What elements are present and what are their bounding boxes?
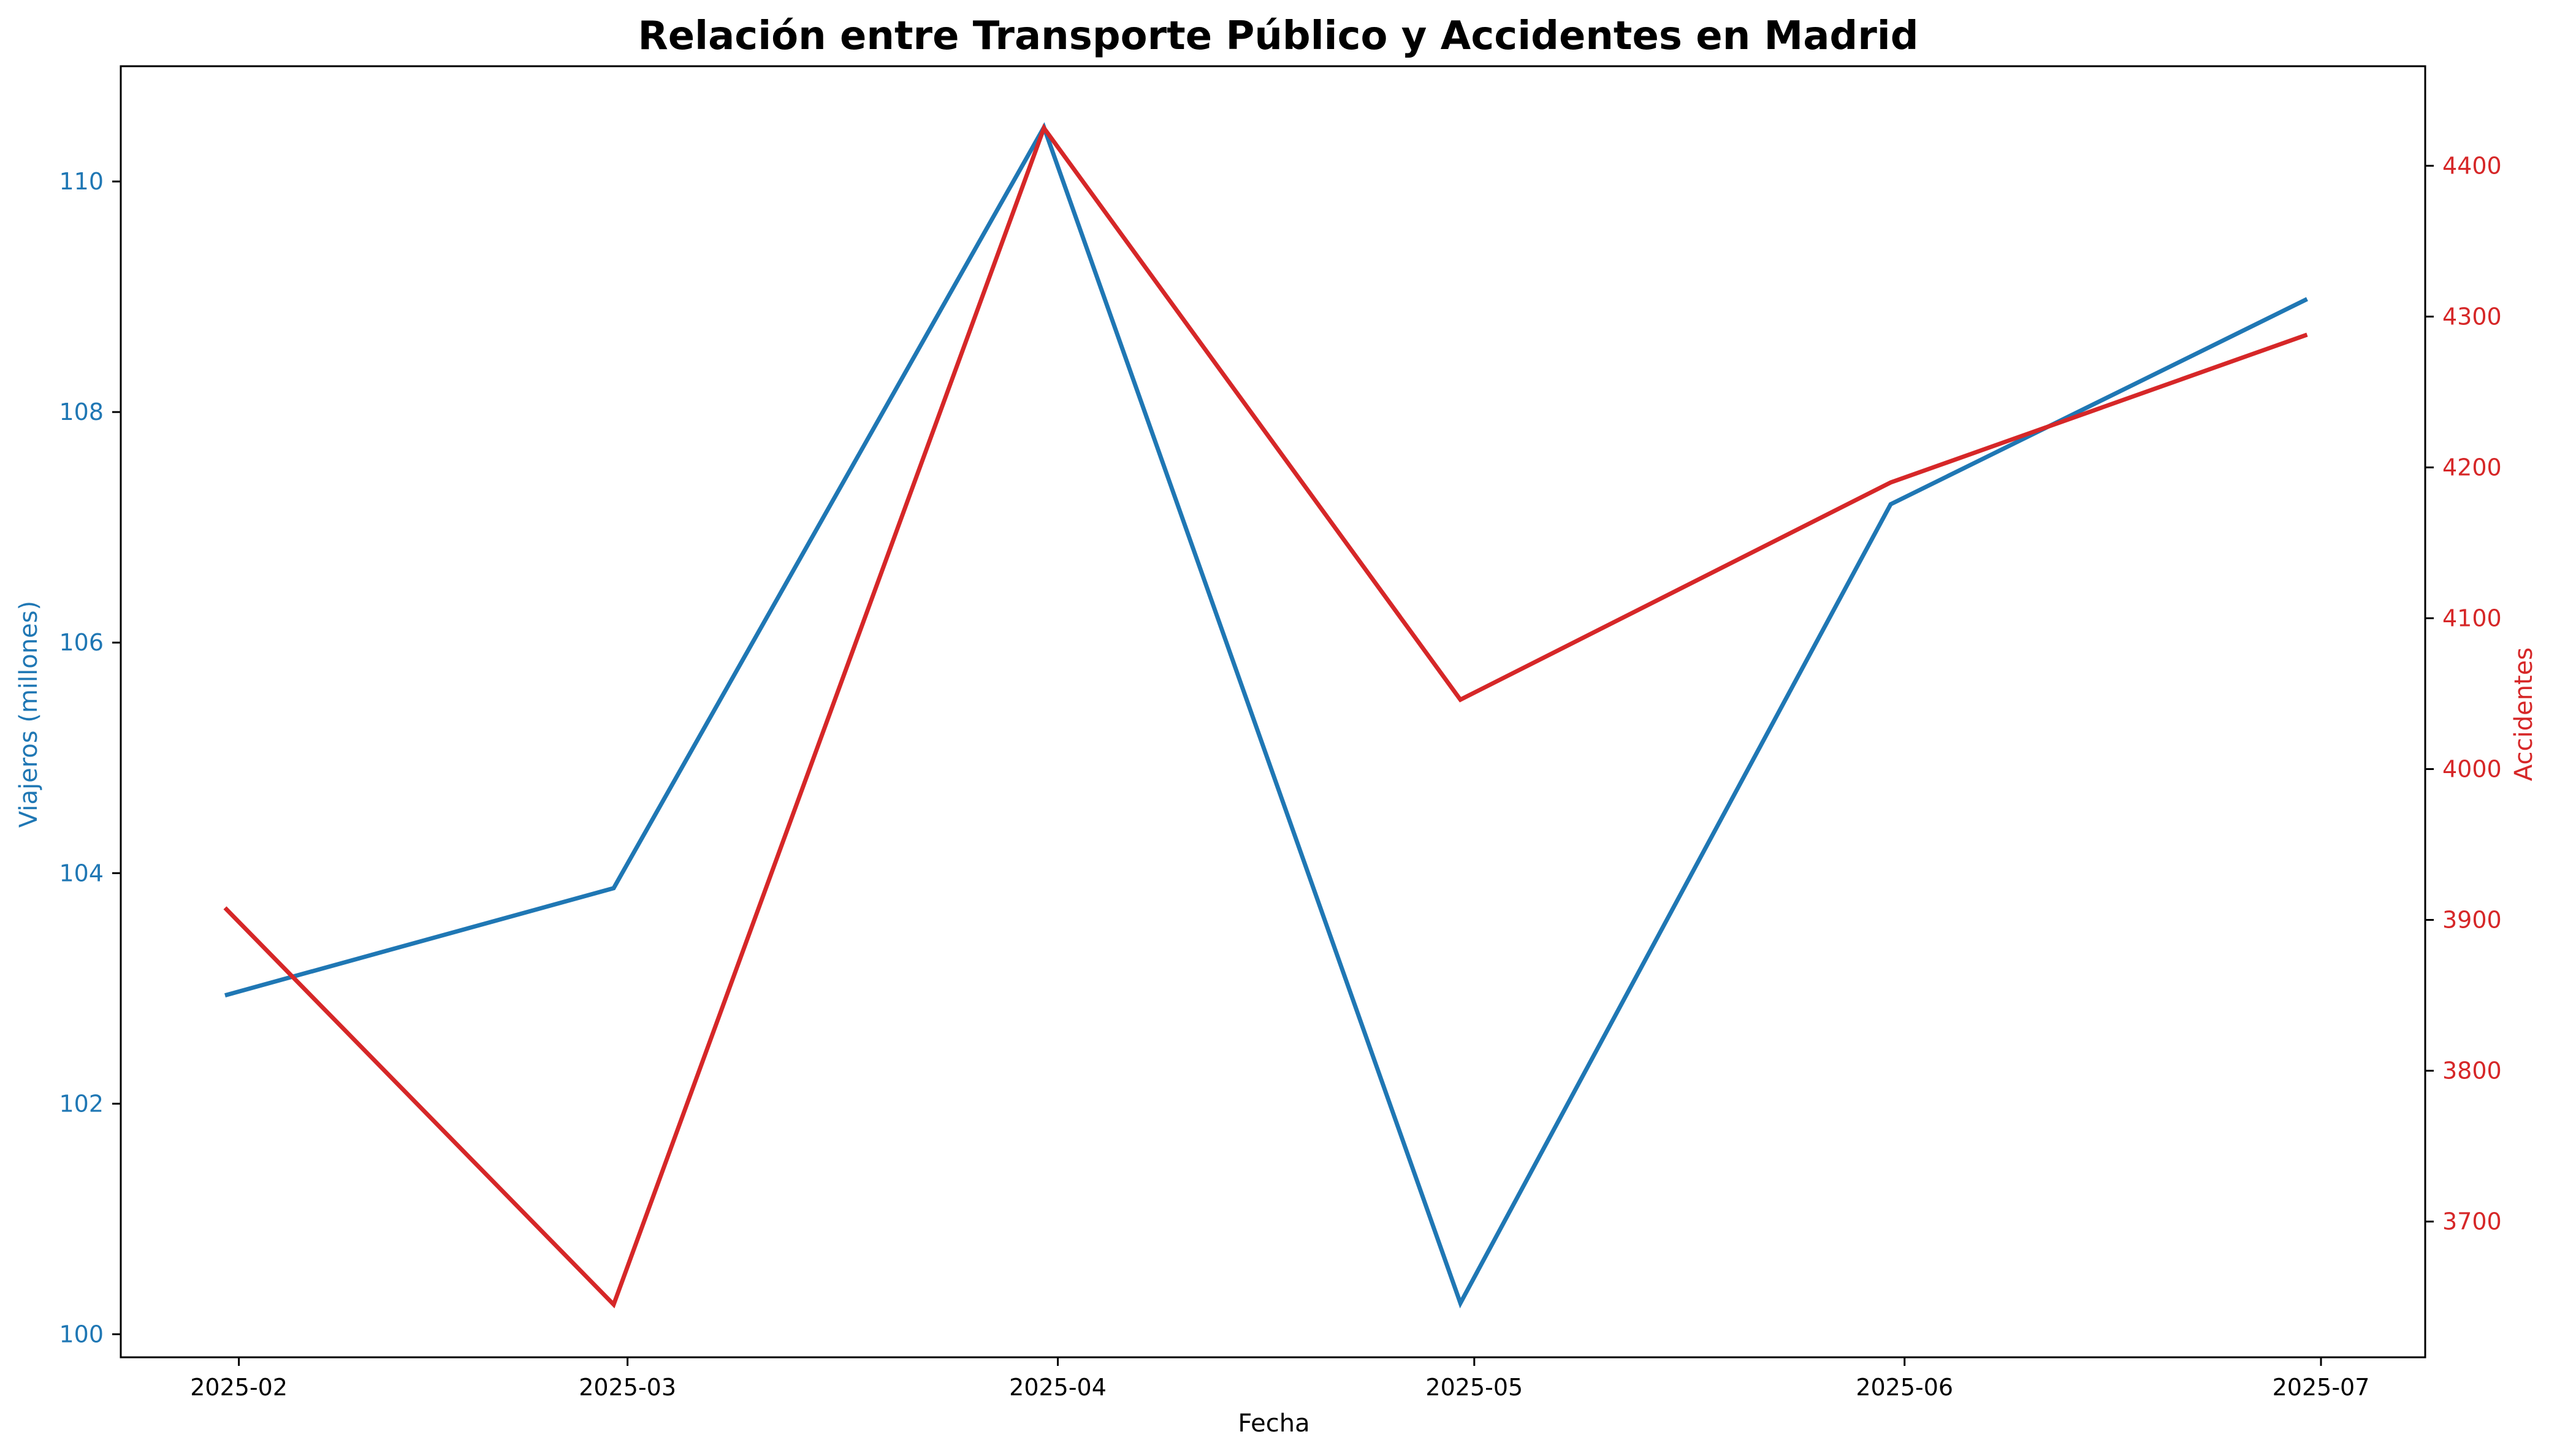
right-axis-label: Accidentes: [2510, 647, 2538, 781]
series-line-accidentes: [223, 123, 2308, 1309]
x-tick-label: 2025-07: [2273, 1374, 2370, 1401]
chart-title: Relación entre Transporte Público y Acci…: [638, 13, 1918, 59]
right-tick-label: 3900: [2442, 907, 2502, 934]
left-tick-label: 108: [59, 398, 104, 425]
series-line-viajeros: [224, 122, 2308, 1309]
left-axis-label: Viajeros (millones): [15, 601, 43, 828]
right-tick-label: 4100: [2442, 604, 2502, 631]
x-tick-label: 2025-04: [1009, 1374, 1107, 1401]
right-tick-label: 3800: [2442, 1058, 2502, 1084]
x-axis-label: Fecha: [1238, 1409, 1309, 1438]
left-tick-label: 110: [59, 168, 104, 195]
x-tick-label: 2025-06: [1856, 1374, 1953, 1401]
x-tick-label: 2025-03: [579, 1374, 676, 1401]
left-tick-label: 106: [59, 629, 104, 656]
x-tick-label: 2025-02: [190, 1374, 288, 1401]
left-tick-label: 100: [59, 1321, 104, 1347]
left-tick-label: 104: [59, 859, 104, 886]
x-tick-label: 2025-05: [1425, 1374, 1523, 1401]
left-tick-label: 102: [59, 1090, 104, 1117]
plot-frame: [120, 65, 2426, 1359]
plot-area: 2025-02 2025-03 2025-04 2025-05 2025-06 2025-…: [59, 65, 2502, 1401]
right-tick-label: 4200: [2442, 454, 2502, 481]
right-tick-label: 4300: [2442, 303, 2502, 330]
right-tick-label: 3700: [2442, 1208, 2502, 1235]
right-tick-label: 4000: [2442, 755, 2502, 782]
right-tick-label: 4400: [2442, 152, 2502, 179]
